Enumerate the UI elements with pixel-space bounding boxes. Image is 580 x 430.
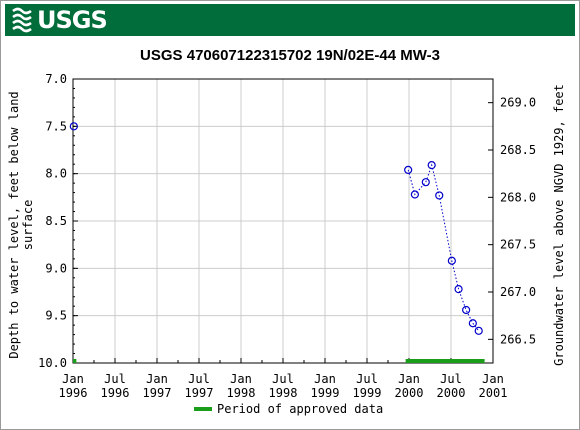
y-axis-right: 269.0 268.5 268.0 267.5 267.0 266.5	[488, 96, 536, 346]
x-tick-label-month: Jan	[314, 372, 336, 386]
x-tick-label-month: Jan	[62, 372, 84, 386]
x-tick-label-month: Jul	[440, 372, 462, 386]
data-point	[454, 285, 463, 294]
y-left-tick-label: 7.5	[45, 119, 67, 133]
legend: Period of approved data	[194, 402, 383, 416]
y-right-tick-label: 267.5	[500, 238, 536, 252]
y-left-tick-label: 9.5	[45, 309, 67, 323]
y-left-tick-label: 7.0	[45, 72, 67, 86]
legend-label: Period of approved data	[217, 402, 383, 416]
y-axis-right-label: Groundwater level above NGVD 1929, feet	[552, 84, 566, 366]
x-tick-label-year: 1999	[353, 386, 382, 400]
usgs-banner: USGS	[5, 4, 575, 36]
approved-period-bar	[73, 359, 77, 363]
y-right-tick-label: 269.0	[500, 96, 536, 110]
x-tick-label-year: 1997	[185, 386, 214, 400]
data-point	[421, 178, 430, 187]
data-point	[427, 161, 436, 170]
data-point	[435, 191, 444, 200]
x-tick-label-month: Jan	[230, 372, 252, 386]
data-point	[474, 326, 483, 335]
usgs-logo-text: USGS	[37, 6, 108, 34]
x-tick-label-year: 1998	[227, 386, 256, 400]
x-tick-label-month: Jul	[272, 372, 294, 386]
x-tick-label-year: 2001	[479, 386, 508, 400]
data-point	[410, 190, 419, 199]
y-left-tick-label: 9.0	[45, 261, 67, 275]
y-left-tick-label: 8.5	[45, 214, 67, 228]
data-point	[462, 305, 471, 315]
chart-title: USGS 470607122315702 19N/02E-44 MW-3	[140, 47, 440, 64]
y-right-tick-label: 267.0	[500, 285, 536, 299]
legend-swatch	[194, 407, 212, 411]
y-axis-left-label-line2: surface	[21, 200, 35, 251]
y-axis-left: 7.0 7.5 8.0 8.5 9.0 9.5 10.0	[38, 72, 78, 370]
x-tick-label-month: Jul	[104, 372, 126, 386]
y-axis-left-label-line1: Depth to water level, feet below land	[7, 91, 21, 358]
y-left-tick-label: 8.0	[45, 167, 67, 181]
data-point	[447, 256, 456, 265]
x-tick-label-month: Jan	[482, 372, 504, 386]
x-tick-label-year: 1999	[311, 386, 340, 400]
y-right-tick-label: 266.5	[500, 332, 536, 346]
x-axis: Jan1996Jul1996Jan1997Jul1997Jan1998Jul19…	[59, 358, 508, 400]
x-tick-label-year: 1996	[101, 386, 130, 400]
usgs-logo-icon	[12, 7, 32, 33]
x-tick-label-year: 1997	[143, 386, 172, 400]
x-tick-label-year: 2000	[395, 386, 424, 400]
x-tick-label-month: Jan	[146, 372, 168, 386]
x-tick-label-month: Jul	[356, 372, 378, 386]
y-left-tick-label: 10.0	[38, 356, 67, 370]
approved-periods	[73, 359, 485, 363]
x-tick-label-year: 2000	[437, 386, 466, 400]
data-point	[69, 122, 78, 131]
grid-lines	[73, 79, 493, 363]
x-tick-label-month: Jan	[398, 372, 420, 386]
y-right-tick-label: 268.0	[500, 190, 536, 204]
data-point	[404, 165, 413, 174]
x-tick-label-year: 1996	[59, 386, 88, 400]
y-right-tick-label: 268.5	[500, 143, 536, 157]
x-tick-label-month: Jul	[188, 372, 210, 386]
series-line	[407, 163, 480, 332]
x-tick-label-year: 1998	[269, 386, 298, 400]
approved-period-bar	[405, 359, 485, 363]
usgs-logo[interactable]: USGS	[11, 5, 108, 35]
data-point	[468, 319, 477, 328]
data-points	[69, 122, 483, 335]
